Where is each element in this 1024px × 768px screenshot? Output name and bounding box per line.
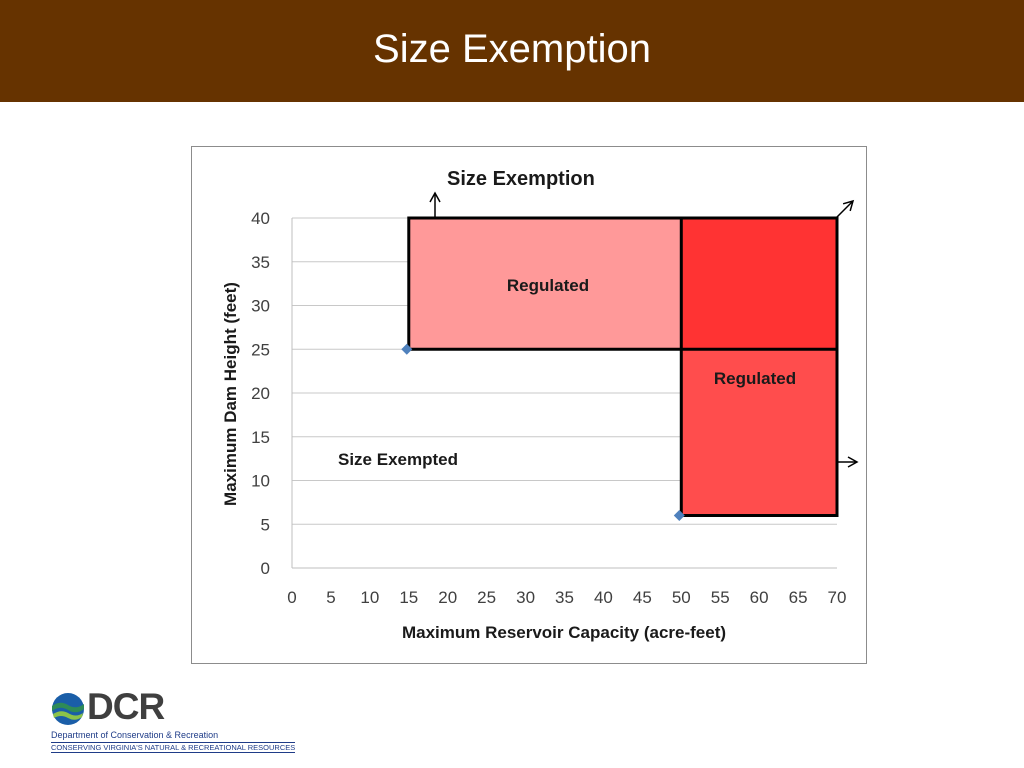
y-tick-label: 10: [251, 472, 270, 491]
x-tick-label: 60: [750, 588, 769, 607]
y-tick-label: 40: [251, 209, 270, 228]
x-tick-label: 65: [789, 588, 808, 607]
region-label-upper: Regulated: [507, 276, 589, 295]
y-axis-label: Maximum Dam Height (feet): [221, 282, 240, 506]
annotation-size-exempted: Size Exempted: [338, 450, 458, 469]
y-tick-label: 5: [261, 515, 270, 534]
region-regulated-upper: [408, 218, 682, 350]
y-tick-label: 30: [251, 297, 270, 316]
logo-letters: DCR: [87, 686, 165, 727]
x-tick-label: 35: [555, 588, 574, 607]
data-point: [673, 510, 685, 521]
y-tick-label: 35: [251, 253, 270, 272]
x-tick-label: 50: [672, 588, 691, 607]
region-overlap: [681, 218, 837, 350]
chart-title: Size Exemption: [447, 168, 595, 190]
dcr-logo: DCR Department of Conservation & Recreat…: [51, 686, 296, 756]
logo-line1: Department of Conservation & Recreation: [51, 730, 219, 740]
x-axis-label: Maximum Reservoir Capacity (acre-feet): [402, 623, 726, 642]
region-outline-right: [679, 216, 839, 517]
x-tick-label: 70: [828, 588, 847, 607]
x-tick-label: 5: [326, 588, 335, 607]
x-tick-label: 55: [711, 588, 730, 607]
x-tick-label: 45: [633, 588, 652, 607]
x-tick-label: 25: [477, 588, 496, 607]
y-tick-label: 0: [261, 559, 270, 578]
x-tick-label: 10: [360, 588, 379, 607]
title-bar: Size Exemption: [0, 0, 1024, 102]
data-point: [401, 343, 413, 355]
region-regulated-right: [681, 349, 837, 516]
dcr-logo-mark: [52, 693, 84, 725]
logo-line2: CONSERVING VIRGINIA'S NATURAL & RECREATI…: [51, 742, 296, 753]
y-tick-label: 20: [251, 384, 270, 403]
x-tick-label: 30: [516, 588, 535, 607]
x-tick-label: 0: [287, 588, 296, 607]
chart-svg: 0 5 10 15 20 25 30 35 40 0 5 10 15 20 25 30 35 40 45 50 55 60…: [221, 168, 859, 642]
x-tick-label: 15: [399, 588, 418, 607]
y-tick-label: 15: [251, 428, 270, 447]
chart-frame: 0 5 10 15 20 25 30 35 40 0 5 10 15 20 25 30 35 40 45 50 55 60…: [191, 146, 867, 664]
x-tick-label: 20: [438, 588, 457, 607]
y-tick-label: 25: [251, 340, 270, 359]
arrow-diagonal: [836, 199, 855, 218]
slide-title: Size Exemption: [373, 26, 651, 71]
x-tick-label: 40: [594, 588, 613, 607]
region-label-right: Regulated: [714, 369, 796, 388]
